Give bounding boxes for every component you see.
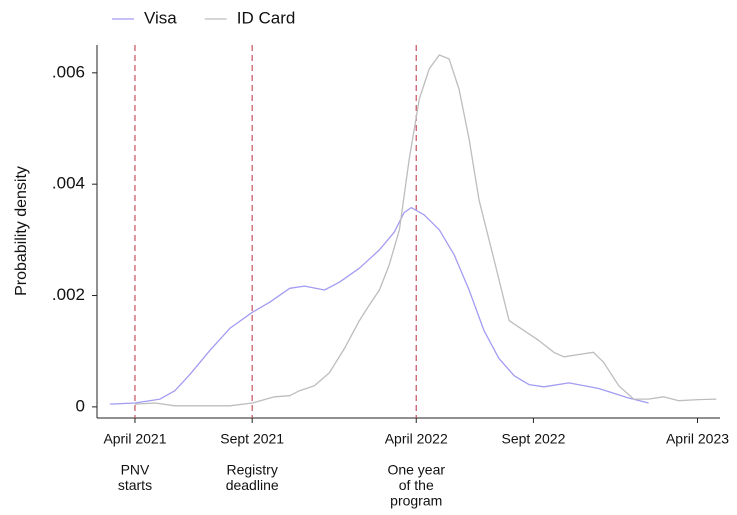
x-tick-label: April 2023: [666, 431, 729, 447]
annotation-text: deadline: [226, 477, 279, 493]
y-tick-label: 0: [76, 396, 85, 415]
annotation-text: of the: [399, 477, 434, 493]
y-tick-label: .004: [52, 174, 85, 193]
annotation-text: starts: [118, 477, 152, 493]
x-tick-label: April 2022: [385, 431, 448, 447]
y-tick-label: .002: [52, 285, 85, 304]
annotation-text: One year: [387, 462, 445, 478]
series-line: [134, 54, 717, 407]
x-tick-label: Sept 2021: [220, 431, 284, 447]
legend-label: ID Card: [237, 8, 296, 27]
y-tick-label: .006: [52, 62, 85, 81]
legend-label: Visa: [144, 8, 177, 27]
annotation-text: Registry: [226, 462, 277, 478]
x-tick-label: April 2021: [103, 431, 166, 447]
annotation-text: PNV: [121, 462, 150, 478]
series-line: [109, 206, 649, 405]
annotation-text: program: [390, 493, 442, 509]
x-tick-label: Sept 2022: [502, 431, 566, 447]
y-axis-label: Probability density: [13, 166, 30, 296]
